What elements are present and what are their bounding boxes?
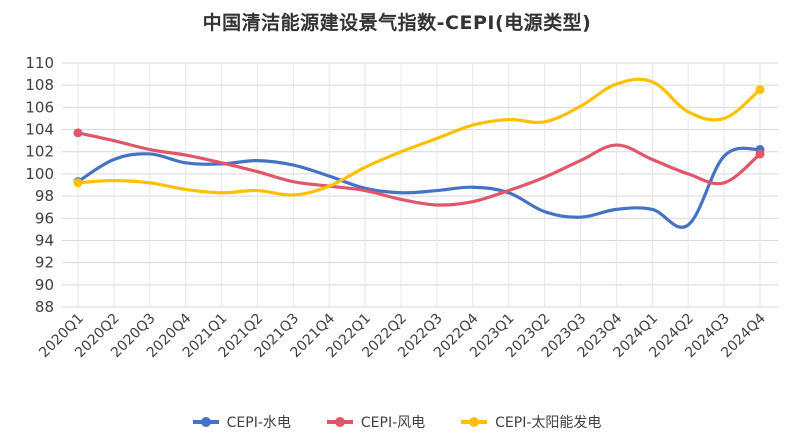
y-tick-label: 106 <box>25 98 54 116</box>
series-2 <box>73 77 765 197</box>
series-line <box>77 146 761 229</box>
series-0 <box>73 145 765 229</box>
legend-item: CEPI-风电 <box>326 412 426 432</box>
y-tick-label: 110 <box>25 54 54 72</box>
series-lines <box>73 77 765 229</box>
y-tick-label: 104 <box>25 121 54 139</box>
y-axis-ticks: 88 90 92 94 96 98 100 102 104 106 108 110 <box>25 54 54 316</box>
y-tick-label: 96 <box>35 209 54 227</box>
y-tick-label: 90 <box>35 276 54 294</box>
y-tick-label: 88 <box>35 298 54 316</box>
data-point <box>73 128 83 138</box>
legend-label: CEPI-风电 <box>360 415 426 431</box>
chart-title: 中国清洁能源建设景气指数-CEPI(电源类型) <box>202 12 592 34</box>
legend: CEPI-水电 CEPI-风电 CEPI-太阳能发电 <box>0 410 794 434</box>
series-line <box>77 77 762 197</box>
legend-item: CEPI-太阳能发电 <box>461 412 601 432</box>
legend-item: CEPI-水电 <box>192 412 291 432</box>
y-tick-label: 98 <box>35 187 54 205</box>
legend-label: CEPI-太阳能发电 <box>495 415 602 431</box>
legend-label: CEPI-水电 <box>226 415 291 431</box>
legend-swatch <box>461 417 488 427</box>
data-point <box>73 178 83 188</box>
legend-swatch <box>192 417 219 427</box>
x-axis-ticks: 2020Q12020Q22020Q32020Q42021Q12021Q22021… <box>36 310 769 361</box>
series-1 <box>73 128 765 207</box>
data-point <box>755 149 765 159</box>
series-line <box>77 131 762 207</box>
y-tick-label: 102 <box>25 143 54 161</box>
y-tick-label: 94 <box>35 231 54 249</box>
y-tick-label: 108 <box>25 76 54 94</box>
y-tick-label: 92 <box>35 254 54 272</box>
data-point <box>755 85 765 95</box>
y-tick-label: 100 <box>25 165 54 183</box>
legend-swatch <box>326 417 353 427</box>
